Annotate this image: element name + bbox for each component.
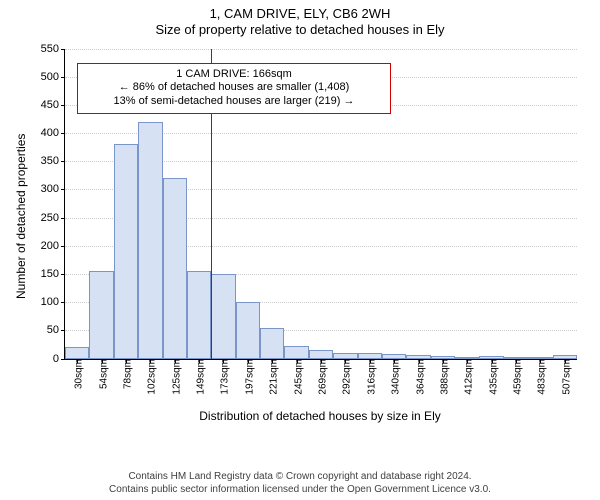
- xtick-label: 54sqm: [94, 359, 109, 389]
- ytick-label: 200: [41, 240, 65, 252]
- xtick-label: 78sqm: [118, 359, 133, 389]
- xtick-label: 221sqm: [265, 359, 280, 395]
- xtick-label: 340sqm: [387, 359, 402, 395]
- histogram-bar: [236, 302, 260, 358]
- footer-attribution: Contains HM Land Registry data © Crown c…: [0, 471, 600, 496]
- chart-title-line1: 1, CAM DRIVE, ELY, CB6 2WH: [0, 6, 600, 22]
- ytick-label: 150: [41, 268, 65, 280]
- chart-title-block: 1, CAM DRIVE, ELY, CB6 2WH Size of prope…: [0, 0, 600, 39]
- ytick-label: 300: [41, 183, 65, 195]
- histogram-bar: [309, 350, 333, 358]
- histogram-bar: [163, 178, 187, 358]
- xtick-label: 125sqm: [167, 359, 182, 395]
- xtick-label: 388sqm: [435, 359, 450, 395]
- plot-area: 05010015020025030035040045050055030sqm54…: [64, 49, 577, 360]
- ytick-label: 0: [53, 353, 65, 365]
- xtick-label: 507sqm: [557, 359, 572, 395]
- chart-title-line2: Size of property relative to detached ho…: [0, 22, 600, 38]
- xtick-label: 102sqm: [143, 359, 158, 395]
- xtick-label: 412sqm: [460, 359, 475, 395]
- xtick-label: 364sqm: [411, 359, 426, 395]
- callout-line: 1 CAM DRIVE: 166sqm: [84, 68, 384, 82]
- xtick-label: 269sqm: [314, 359, 329, 395]
- histogram-bar: [187, 271, 211, 358]
- histogram-bar: [89, 271, 113, 358]
- xtick-label: 316sqm: [362, 359, 377, 395]
- footer-line2: Contains public sector information licen…: [0, 484, 600, 497]
- xtick-label: 245sqm: [289, 359, 304, 395]
- histogram-bar: [284, 346, 308, 358]
- histogram-bar: [65, 347, 89, 358]
- ytick-label: 50: [47, 324, 65, 336]
- histogram-bar: [114, 144, 138, 358]
- xtick-label: 30sqm: [70, 359, 85, 389]
- callout-line: ← 86% of detached houses are smaller (1,…: [84, 81, 384, 95]
- histogram-bar: [211, 274, 235, 359]
- gridline-h: [65, 49, 577, 50]
- y-axis-label: Number of detached properties: [14, 133, 28, 298]
- xtick-label: 459sqm: [509, 359, 524, 395]
- ytick-label: 100: [41, 296, 65, 308]
- xtick-label: 292sqm: [338, 359, 353, 395]
- xtick-label: 483sqm: [533, 359, 548, 395]
- chart-container: 0 50 100 150 200 250 300 350 400 450 500 550 30sqm 54…: [0, 39, 600, 434]
- footer-line1: Contains HM Land Registry data © Crown c…: [0, 471, 600, 484]
- xtick-label: 197sqm: [240, 359, 255, 395]
- ytick-label: 350: [41, 155, 65, 167]
- ytick-label: 500: [41, 71, 65, 83]
- ytick-label: 550: [41, 43, 65, 55]
- histogram-bar: [138, 122, 162, 359]
- x-axis-label: Distribution of detached houses by size …: [64, 409, 576, 423]
- callout-box: 1 CAM DRIVE: 166sqm← 86% of detached hou…: [77, 63, 391, 114]
- histogram-bar: [260, 328, 284, 359]
- xtick-label: 435sqm: [484, 359, 499, 395]
- ytick-label: 450: [41, 99, 65, 111]
- xtick-label: 149sqm: [192, 359, 207, 395]
- ytick-label: 400: [41, 127, 65, 139]
- ytick-label: 250: [41, 212, 65, 224]
- xtick-label: 173sqm: [216, 359, 231, 395]
- callout-line: 13% of semi-detached houses are larger (…: [84, 95, 384, 109]
